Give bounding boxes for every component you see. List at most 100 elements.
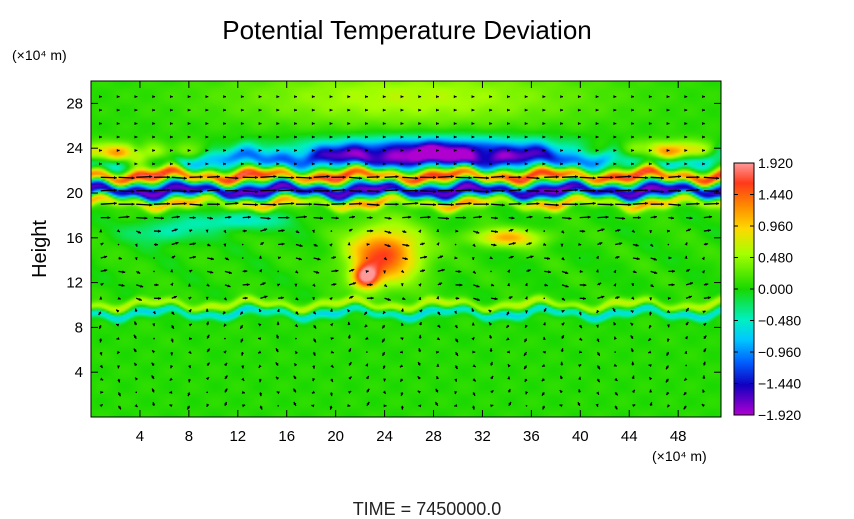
wind-vector	[382, 108, 386, 112]
wind-vector	[506, 122, 510, 126]
wind-vector	[615, 216, 626, 220]
wind-vector	[418, 296, 422, 301]
wind-vector	[524, 228, 529, 233]
wind-vector	[169, 377, 173, 382]
wind-vector	[649, 297, 653, 301]
wind-vector	[152, 162, 156, 166]
wind-vector	[295, 337, 297, 340]
wind-vector	[686, 202, 700, 206]
wind-vector	[329, 243, 333, 247]
wind-vector	[295, 202, 312, 206]
wind-vector	[420, 190, 437, 194]
wind-vector	[99, 135, 102, 139]
wind-vector	[526, 269, 532, 273]
wind-vector	[523, 365, 528, 370]
wind-vector	[543, 297, 546, 300]
wind-vector	[383, 270, 387, 274]
wind-vector	[153, 202, 171, 206]
wind-vector	[632, 243, 639, 247]
wind-vector	[206, 321, 209, 326]
wind-vector	[506, 108, 510, 112]
wind-vector	[277, 270, 279, 273]
wind-vector	[560, 348, 564, 353]
wind-vector	[133, 348, 137, 353]
wind-vector	[542, 322, 546, 326]
wind-vector	[223, 148, 227, 152]
x-tick-label: 24	[376, 428, 393, 445]
wind-vector	[329, 162, 333, 166]
wind-vector	[489, 361, 493, 366]
wind-vector	[384, 202, 399, 206]
wind-vector	[489, 122, 493, 126]
wind-vector	[134, 243, 138, 247]
wind-vector	[436, 375, 440, 380]
wind-vector	[632, 188, 648, 192]
wind-vector	[595, 403, 599, 408]
wind-vector	[613, 162, 617, 166]
wind-vector	[170, 338, 174, 343]
y-axis-unit: (×10⁴ m)	[12, 47, 67, 63]
wind-vector	[579, 201, 596, 205]
wind-vector	[331, 256, 337, 260]
colorbar-tick-label: −0.960	[758, 344, 801, 360]
colorbar-tick-label: 1.440	[758, 187, 793, 203]
wind-vector	[260, 282, 266, 286]
wind-vector	[222, 311, 226, 315]
wind-vector	[437, 175, 454, 179]
wind-vector	[224, 337, 226, 340]
wind-vector	[490, 297, 498, 301]
wind-vector	[542, 108, 546, 112]
wind-vector	[508, 255, 514, 259]
wind-vector	[631, 162, 634, 166]
wind-vector	[543, 230, 546, 232]
wind-vector	[206, 362, 211, 366]
wind-vector	[400, 135, 404, 139]
colorbar: 1.920 1.440 0.960 0.480 0.000 −0.480 −0.960 −1.…	[733, 155, 801, 423]
wind-vector	[632, 176, 648, 180]
wind-vector	[382, 95, 386, 99]
wind-vector	[311, 95, 315, 99]
wind-vector	[542, 162, 546, 166]
wind-vector	[702, 95, 705, 99]
wind-vector	[365, 270, 369, 274]
wind-vector	[240, 351, 244, 356]
wind-vector	[650, 176, 664, 180]
wind-vector	[615, 203, 632, 207]
wind-vector	[224, 201, 239, 205]
wind-vector	[99, 148, 102, 152]
wind-vector	[312, 283, 316, 287]
wind-vector	[471, 322, 475, 326]
wind-vector	[577, 401, 581, 407]
wind-vector	[347, 135, 351, 139]
wind-vector	[276, 122, 280, 126]
wind-vector	[418, 162, 422, 166]
wind-vector	[152, 401, 156, 406]
wind-vector	[631, 148, 634, 152]
wind-vector	[560, 95, 564, 99]
wind-vector	[258, 308, 262, 313]
wind-vector	[224, 189, 239, 193]
temperature-field	[91, 81, 721, 417]
wind-vector	[703, 202, 720, 206]
wind-vector	[276, 334, 280, 339]
wind-vector	[561, 284, 569, 288]
wind-vector	[224, 375, 228, 380]
wind-vector	[597, 282, 602, 286]
wind-vector	[473, 297, 481, 301]
wind-vector	[136, 284, 144, 288]
x-tick-label: 8	[185, 428, 193, 445]
wind-vector	[223, 162, 227, 166]
wind-vector	[346, 308, 351, 313]
wind-vector	[100, 282, 104, 286]
wind-vector	[561, 322, 565, 326]
wind-vector	[596, 309, 600, 314]
wind-vector	[189, 175, 203, 179]
wind-vector	[224, 257, 230, 261]
wind-vector	[99, 296, 103, 300]
wind-vector	[490, 203, 505, 207]
wind-vector	[277, 256, 282, 260]
wind-vector	[313, 189, 330, 193]
wind-vector	[292, 388, 297, 393]
wind-vector	[331, 202, 346, 206]
